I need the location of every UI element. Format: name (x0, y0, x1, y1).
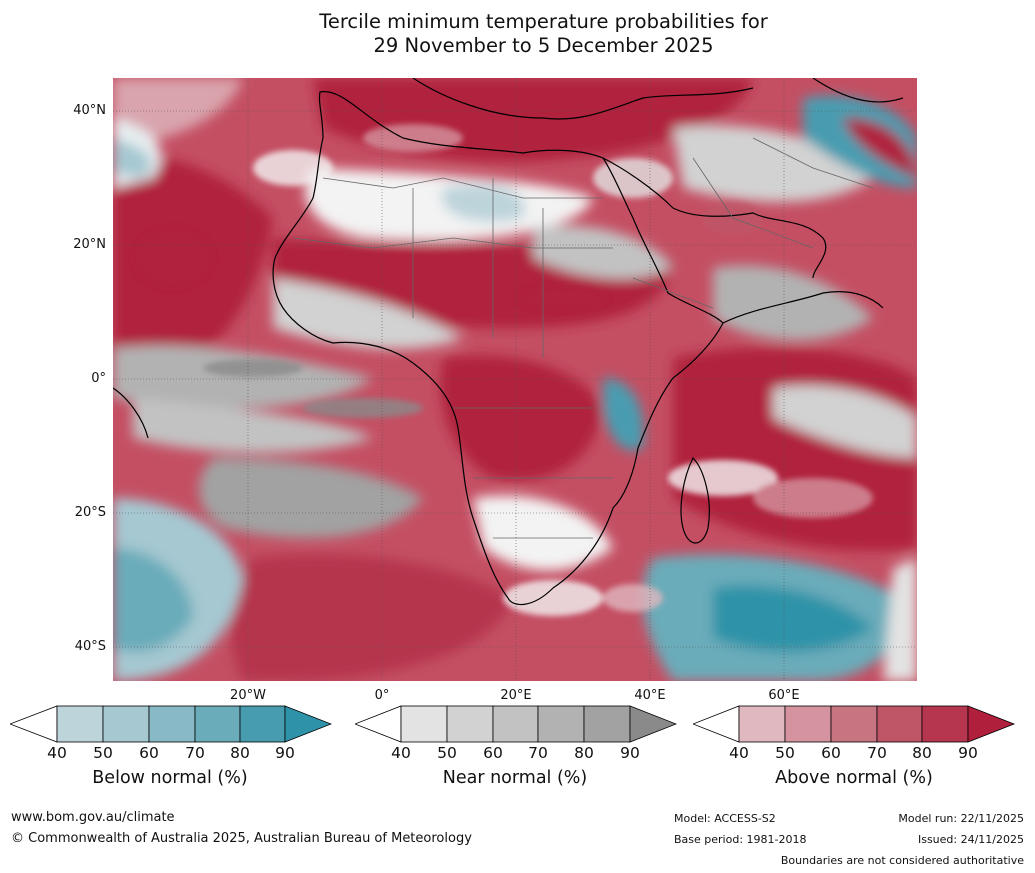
cbar-near-tick: 90 (620, 744, 640, 762)
cbar-above-tick: 40 (729, 744, 749, 762)
lon-label-20w: 20°W (230, 688, 266, 703)
lat-label-equator: 0° (91, 371, 106, 386)
coastlines (113, 78, 904, 606)
model-run: Model run: 22/11/2025 (898, 812, 1024, 825)
cbar-near-tick: 80 (574, 744, 594, 762)
cbar-above-bin (921, 705, 969, 743)
cbar-above-min (693, 705, 740, 743)
cbar-near-bin (537, 705, 585, 743)
map-title: Tercile minimum temperature probabilitie… (0, 10, 1035, 58)
cbar-above-bin (876, 705, 923, 743)
cbar-above-tick: 70 (867, 744, 887, 762)
cbar-above-bin (738, 705, 786, 743)
copyright: © Commonwealth of Australia 2025, Austra… (11, 831, 472, 846)
cbar-near-tick: 70 (528, 744, 548, 762)
lon-label-60e: 60°E (768, 688, 800, 703)
cbar-above-tick: 50 (775, 744, 795, 762)
cbar-above-tick: 60 (821, 744, 841, 762)
cbar-below-tick: 40 (47, 744, 67, 762)
cbar-below-tick: 60 (139, 744, 159, 762)
map-canvas (113, 78, 917, 681)
cbar-below-min (10, 705, 58, 743)
title-line-2: 29 November to 5 December 2025 (373, 34, 714, 57)
cbar-below-bin (56, 705, 104, 743)
cbar-near-tick: 60 (483, 744, 503, 762)
lat-label-40n: 40°N (73, 103, 106, 118)
cbar-near-bin (400, 705, 448, 743)
lon-label-40e: 40°E (634, 688, 666, 703)
cbar-below-tick: 90 (275, 744, 295, 762)
cbar-below-tick: 80 (230, 744, 250, 762)
cbar-below-bin (148, 705, 196, 743)
lat-label-40s: 40°S (74, 639, 106, 654)
cbar-near-bin (492, 705, 539, 743)
lon-label-20e: 20°E (500, 688, 532, 703)
cbar-below-bin (102, 705, 150, 743)
title-line-1: Tercile minimum temperature probabilitie… (319, 10, 768, 33)
issued-date: Issued: 24/11/2025 (917, 833, 1024, 846)
cbar-below-max (284, 705, 332, 743)
boundaries-disclaimer: Boundaries are not considered authoritat… (780, 854, 1024, 867)
cbar-near-tick: 50 (437, 744, 457, 762)
cbar-below-tick: 70 (185, 744, 205, 762)
probability-map (113, 78, 917, 681)
cbar-near-max (629, 705, 677, 743)
cbar-near-bin (446, 705, 494, 743)
cbar-below-bin (239, 705, 286, 743)
colorbar-below (10, 705, 332, 743)
graticule (113, 78, 917, 681)
cbar-below-label: Below normal (%) (92, 768, 248, 788)
cbar-near-bin (583, 705, 631, 743)
cbar-above-bin (830, 705, 878, 743)
model-name: Model: ACCESS-S2 (674, 812, 776, 825)
colorbar-above (693, 705, 1016, 743)
cbar-near-tick: 40 (391, 744, 411, 762)
lon-label-0: 0° (374, 688, 390, 703)
base-period: Base period: 1981-2018 (674, 833, 807, 846)
cbar-above-bin (784, 705, 832, 743)
cbar-above-label: Above normal (%) (775, 768, 933, 788)
cbar-below-tick: 50 (93, 744, 113, 762)
cbar-above-max (967, 705, 1016, 743)
lat-label-20s: 20°S (74, 505, 106, 520)
country-borders (292, 137, 874, 539)
cbar-above-tick: 80 (912, 744, 932, 762)
cbar-near-label: Near normal (%) (442, 768, 588, 788)
lat-label-20n: 20°N (73, 237, 106, 252)
cbar-near-min (355, 705, 402, 743)
probability-detail (133, 124, 873, 616)
website-link[interactable]: www.bom.gov.au/climate (11, 810, 175, 825)
cbar-above-tick: 90 (958, 744, 978, 762)
cbar-below-bin (194, 705, 241, 743)
colorbar-near (355, 705, 677, 743)
probability-field (113, 78, 917, 681)
